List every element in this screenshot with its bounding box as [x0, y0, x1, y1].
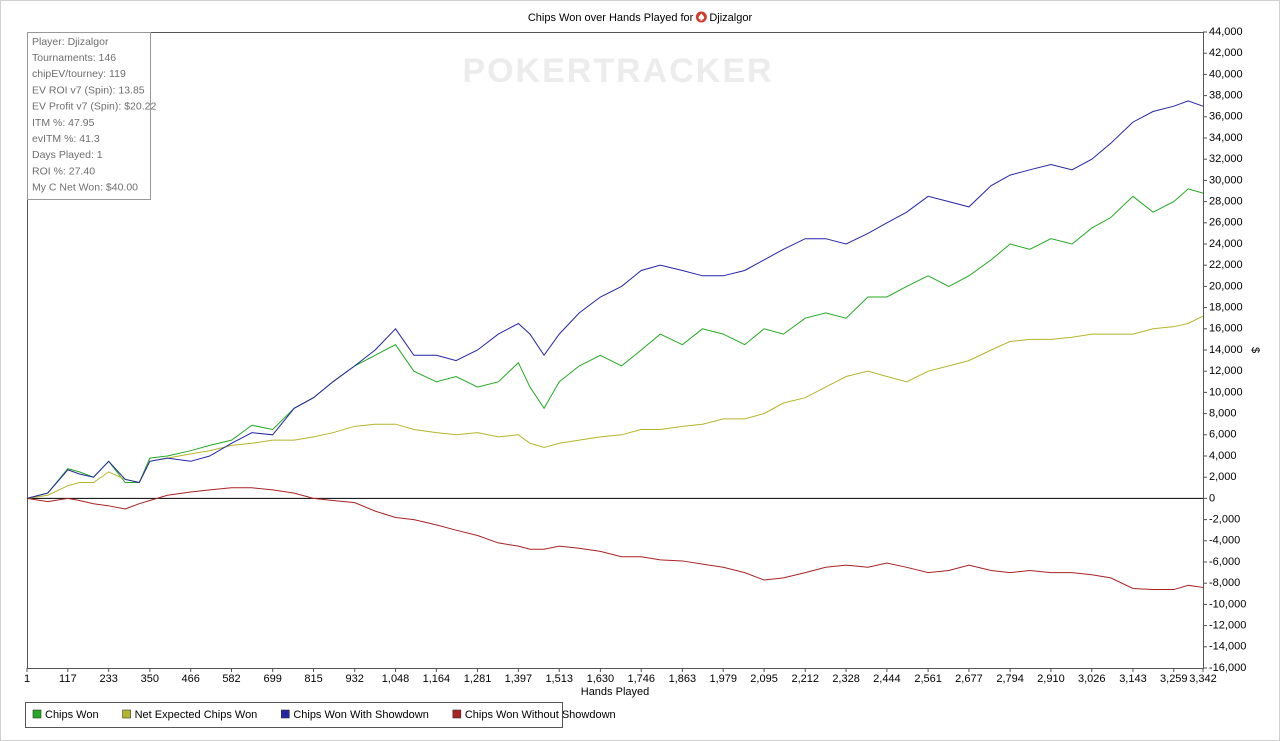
x-tick-label: 466: [181, 673, 199, 685]
x-tick-label: 932: [346, 673, 364, 685]
y-tick-label: 12,000: [1209, 365, 1243, 377]
x-tick-label: 117: [59, 673, 77, 685]
legend-swatch: [32, 709, 42, 719]
y-tick-label: 26,000: [1209, 217, 1243, 229]
legend-box: [25, 702, 563, 728]
stats-box: [27, 32, 151, 200]
x-tick-label: 1,048: [382, 673, 410, 685]
legend-swatch: [281, 709, 290, 719]
series-line: [26, 100, 1204, 499]
stat-line: evITM %: 41.3: [32, 133, 100, 145]
x-tick-label: 3,143: [1119, 673, 1147, 685]
y-tick-label: 20,000: [1209, 280, 1243, 292]
stat-line: Player: Djizalgor: [32, 36, 109, 48]
x-tick-label: 1,164: [423, 673, 451, 685]
stat-line: ROI %: 27.40: [32, 165, 95, 177]
y-tick-label: -8,000: [1209, 577, 1240, 589]
y-tick-label: 34,000: [1209, 132, 1243, 144]
x-tick-label: 1,630: [587, 673, 615, 685]
x-tick-label: 1,863: [669, 673, 697, 685]
y-tick-label: 0: [1209, 492, 1215, 504]
y-tick-label: -12,000: [1209, 620, 1246, 632]
x-tick-label: 2,910: [1037, 673, 1065, 685]
y-tick-label: 32,000: [1209, 153, 1243, 165]
x-tick-label: 2,212: [791, 673, 819, 685]
y-tick-label: -4,000: [1209, 535, 1240, 547]
chart-title: Chips Won over Hands Played for: [528, 12, 694, 24]
y-tick-label: -2,000: [1209, 514, 1240, 526]
x-tick-label: 2,794: [996, 673, 1024, 685]
y-tick-label: 42,000: [1209, 47, 1243, 59]
y-tick-label: 8,000: [1209, 408, 1237, 420]
x-tick-label: 3,259: [1160, 673, 1188, 685]
x-tick-label: 815: [304, 673, 322, 685]
x-tick-label: 1,281: [464, 673, 492, 685]
legend-swatch: [122, 709, 131, 719]
x-tick-label: 3,342: [1189, 673, 1217, 685]
y-tick-label: 4,000: [1209, 450, 1237, 462]
legend-swatch: [452, 709, 462, 719]
series-line: [26, 188, 1204, 499]
stat-line: EV Profit v7 (Spin): $20.22: [32, 101, 156, 113]
y-tick-label: 44,000: [1209, 26, 1243, 38]
y-tick-label: 18,000: [1209, 302, 1243, 314]
player-name: Djizalgor: [709, 12, 752, 24]
watermark: POKERTRACKER: [462, 52, 773, 90]
y-axis-title: $: [1249, 347, 1261, 353]
x-tick-label: 2,561: [914, 673, 942, 685]
y-tick-label: 36,000: [1209, 111, 1243, 123]
x-tick-label: 1,513: [545, 673, 573, 685]
x-tick-label: 1: [24, 673, 30, 685]
y-tick-label: 38,000: [1209, 90, 1243, 102]
player-icon: [695, 11, 707, 23]
legend-label: Chips Won With Showdown: [293, 709, 429, 721]
y-tick-label: 14,000: [1209, 344, 1243, 356]
y-tick-label: 16,000: [1209, 323, 1243, 335]
x-tick-label: 3,026: [1078, 673, 1106, 685]
stat-line: ITM %: 47.95: [32, 117, 95, 129]
x-tick-label: 699: [264, 673, 282, 685]
stat-line: Tournaments: 146: [32, 52, 116, 64]
y-tick-label: 6,000: [1209, 429, 1237, 441]
y-tick-label: -6,000: [1209, 556, 1240, 568]
x-tick-label: 2,677: [955, 673, 983, 685]
y-tick-label: 28,000: [1209, 196, 1243, 208]
y-tick-label: 2,000: [1209, 471, 1237, 483]
x-tick-label: 1,397: [505, 673, 533, 685]
x-tick-label: 2,095: [750, 673, 778, 685]
y-tick-label: 22,000: [1209, 259, 1243, 271]
series-line: [26, 487, 1204, 591]
x-axis-title: Hands Played: [581, 686, 650, 698]
stat-line: chipEV/tourney: 119: [32, 68, 126, 80]
x-tick-label: 2,444: [873, 673, 901, 685]
x-tick-label: 1,979: [709, 673, 737, 685]
y-tick-label: 10,000: [1209, 386, 1243, 398]
stat-line: EV ROI v7 (Spin): 13.85: [32, 84, 145, 96]
y-tick-label: 24,000: [1209, 238, 1243, 250]
x-tick-label: 1,746: [627, 673, 655, 685]
series-line: [26, 315, 1204, 499]
stat-line: My C Net Won: $40.00: [32, 182, 138, 194]
x-tick-label: 350: [141, 673, 159, 685]
legend-label: Chips Won Without Showdown: [465, 709, 616, 721]
y-tick-label: 40,000: [1209, 68, 1243, 80]
stat-line: Days Played: 1: [32, 149, 103, 161]
legend-label: Net Expected Chips Won: [135, 709, 258, 721]
y-tick-label: -16,000: [1209, 662, 1246, 674]
legend-label: Chips Won: [45, 709, 99, 721]
y-tick-label: -10,000: [1209, 598, 1246, 610]
x-tick-label: 233: [99, 673, 117, 685]
x-tick-label: 582: [222, 673, 240, 685]
x-tick-label: 2,328: [832, 673, 860, 685]
y-tick-label: 30,000: [1209, 174, 1243, 186]
y-tick-label: -14,000: [1209, 641, 1246, 653]
